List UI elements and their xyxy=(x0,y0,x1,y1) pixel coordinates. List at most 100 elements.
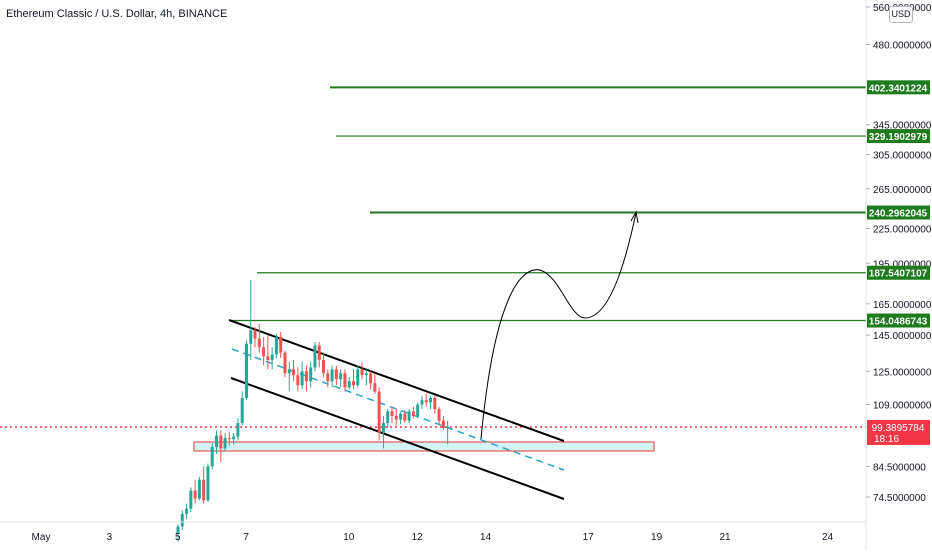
y-tick-label: 74.5000000 xyxy=(873,493,926,504)
y-tick-label: 145.0000000 xyxy=(873,331,932,342)
candle-body xyxy=(193,490,197,499)
level-price-label: 240.2962045 xyxy=(869,209,928,220)
candle-body xyxy=(253,330,257,339)
candle-body xyxy=(343,373,347,388)
candle-body xyxy=(429,397,433,403)
y-tick-label: 165.0000000 xyxy=(873,300,932,311)
y-tick-label: 345.0000000 xyxy=(873,121,932,132)
candle-body xyxy=(236,423,240,437)
candle-body xyxy=(339,373,343,380)
candle-body xyxy=(180,513,184,527)
horizontal-levels xyxy=(0,86,866,428)
candle-body xyxy=(244,343,248,398)
candle-body xyxy=(416,404,420,416)
candle-body xyxy=(360,369,364,376)
candle-body xyxy=(309,367,313,382)
x-tick-label: 17 xyxy=(583,532,595,543)
candle-body xyxy=(176,526,180,534)
candle-body xyxy=(249,330,253,344)
y-tick-label: 265.0000000 xyxy=(873,185,932,196)
candle-body xyxy=(351,381,355,386)
level-price-label: 329.1902979 xyxy=(869,132,928,143)
candle-body xyxy=(386,411,390,424)
candle-body xyxy=(390,411,394,416)
currency-button[interactable]: USD xyxy=(889,6,913,23)
candle-body xyxy=(441,420,445,428)
candle-body xyxy=(330,369,334,382)
candle-body xyxy=(279,336,283,353)
channel-mid-dashed-line xyxy=(231,348,565,471)
level-price-tag xyxy=(867,313,930,328)
candle-body xyxy=(411,411,415,416)
candle-body xyxy=(317,345,321,360)
candle-body xyxy=(283,352,287,374)
candle-body xyxy=(373,383,377,392)
level-price-label: 402.3401224 xyxy=(869,83,928,94)
candle-body xyxy=(399,413,403,420)
level-price-tag xyxy=(867,129,930,144)
candle-body xyxy=(424,400,428,403)
candle-body xyxy=(219,435,223,449)
candle-body xyxy=(189,490,193,509)
candle-body xyxy=(437,409,441,421)
price-labels: 402.3401224 329.1902979 240.2962045 187.540… xyxy=(867,80,930,445)
y-tick-label: 84.5000000 xyxy=(873,462,926,473)
candle-body xyxy=(364,373,368,376)
level-price-tag xyxy=(867,80,930,95)
y-tick-label: 480.0000000 xyxy=(873,40,932,51)
candle-body xyxy=(206,466,210,501)
y-tick-label: 305.0000000 xyxy=(873,151,932,162)
candle-body xyxy=(266,356,270,360)
candle-body xyxy=(223,437,227,449)
candle-body xyxy=(403,413,407,421)
level-price-tag xyxy=(867,205,930,220)
current-price-label: 99.3895784 xyxy=(872,423,925,434)
candle-body xyxy=(185,508,189,514)
level-price-label: 154.0486743 xyxy=(869,317,928,328)
candle-body xyxy=(232,436,236,440)
candle-body xyxy=(240,397,244,424)
projection-curve xyxy=(480,212,637,440)
candle-body xyxy=(356,369,360,386)
channel-lower-line xyxy=(230,377,565,500)
candle-body xyxy=(262,347,266,357)
candle-body xyxy=(270,354,274,360)
candle-body xyxy=(215,435,219,448)
x-tick-label: 10 xyxy=(343,532,355,543)
x-tick-label: 24 xyxy=(822,532,834,543)
y-tick-label: 109.0000000 xyxy=(873,401,932,412)
candle-body xyxy=(287,369,291,374)
x-tick-label: 19 xyxy=(651,532,663,543)
candle-body xyxy=(227,437,231,440)
candle-body xyxy=(407,411,411,421)
y-tick-label: 195.0000000 xyxy=(873,259,932,270)
x-tick-label: 3 xyxy=(107,532,113,543)
candle-body xyxy=(322,359,326,374)
support-zone-rect xyxy=(193,441,655,452)
candle-body xyxy=(300,371,304,386)
candle-body xyxy=(446,426,450,428)
candle-body xyxy=(210,447,214,467)
candle-body xyxy=(274,336,278,355)
candle-body xyxy=(292,369,296,376)
current-price-tag xyxy=(867,419,930,445)
y-tick-label: 125.0000000 xyxy=(873,367,932,378)
chart-title: Ethereum Classic / U.S. Dollar, 4h, BINA… xyxy=(6,8,228,20)
candle-body xyxy=(197,479,201,499)
channel-upper-line xyxy=(228,319,565,442)
candle-body xyxy=(257,338,261,348)
level-price-tag xyxy=(867,265,930,280)
candle-body xyxy=(369,373,373,384)
candle-body xyxy=(381,423,385,433)
candle-body xyxy=(377,391,381,433)
x-tick-label: May xyxy=(32,532,51,543)
projection-arrowhead-icon xyxy=(630,210,639,224)
candle-body xyxy=(334,369,338,380)
candle-body xyxy=(202,479,206,501)
candle-body xyxy=(326,373,330,382)
candle-body xyxy=(420,400,424,405)
x-tick-label: 21 xyxy=(719,532,731,543)
